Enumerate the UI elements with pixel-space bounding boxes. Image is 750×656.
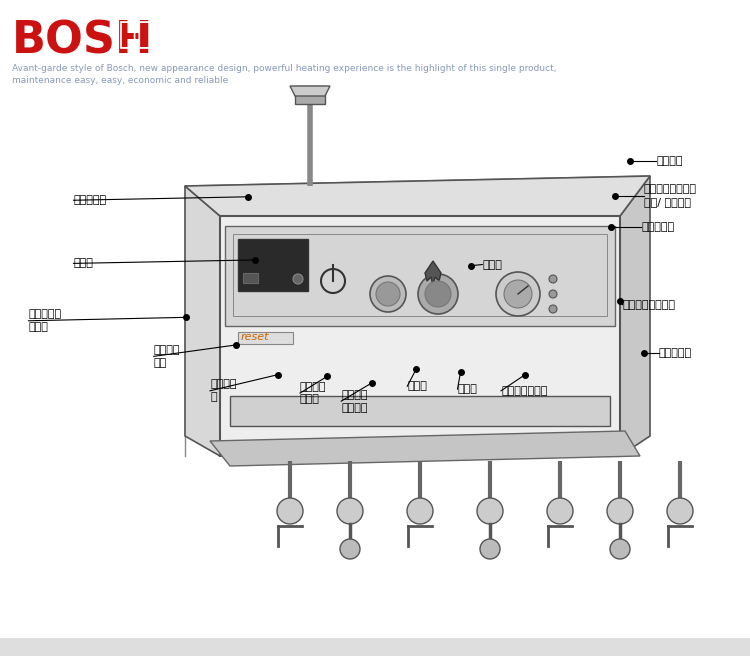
Text: 燃烧指示灯: 燃烧指示灯 xyxy=(641,222,674,232)
Circle shape xyxy=(340,539,360,559)
Text: 电源开关: 电源开关 xyxy=(656,156,682,166)
Text: 复位键: 复位键 xyxy=(74,258,93,268)
Circle shape xyxy=(549,290,557,298)
Polygon shape xyxy=(290,86,330,96)
Circle shape xyxy=(477,498,503,524)
Circle shape xyxy=(610,539,630,559)
Text: 自动排气阀: 自动排气阀 xyxy=(74,195,106,205)
Circle shape xyxy=(607,498,633,524)
Circle shape xyxy=(504,280,532,308)
Text: 采暖出水
开关阀: 采暖出水 开关阀 xyxy=(300,382,326,405)
Text: 采暖温度调
节旋钮: 采暖温度调 节旋钮 xyxy=(28,310,62,332)
Bar xyxy=(238,239,308,291)
Circle shape xyxy=(370,276,406,312)
Circle shape xyxy=(549,275,557,283)
Text: 运行指示灯: 运行指示灯 xyxy=(658,348,692,358)
Text: Avant-garde style of Bosch, new appearance design, powerful heating experience i: Avant-garde style of Bosch, new appearan… xyxy=(12,64,556,85)
Circle shape xyxy=(549,305,557,313)
Circle shape xyxy=(337,498,363,524)
Polygon shape xyxy=(620,176,650,456)
Text: 燃气阀: 燃气阀 xyxy=(407,381,428,391)
Text: 冷水阀: 冷水阀 xyxy=(458,384,477,394)
Polygon shape xyxy=(425,261,441,286)
Circle shape xyxy=(480,539,500,559)
Circle shape xyxy=(547,498,573,524)
Text: 生活热水
出水连接: 生活热水 出水连接 xyxy=(341,390,368,413)
Polygon shape xyxy=(185,186,220,456)
Bar xyxy=(243,273,258,283)
Text: 充注阀手
柄: 充注阀手 柄 xyxy=(210,379,236,402)
Circle shape xyxy=(496,272,540,316)
Text: 欧洲精英燃气采暖热水炉结构示意图: 欧洲精英燃气采暖热水炉结构示意图 xyxy=(108,20,411,49)
Text: 采暖回水开关阀: 采暖回水开关阀 xyxy=(501,386,548,396)
Bar xyxy=(295,86,325,104)
Bar xyxy=(225,226,615,326)
Circle shape xyxy=(418,274,458,314)
Text: 设备型号
标签: 设备型号 标签 xyxy=(154,345,180,368)
Bar xyxy=(233,234,607,316)
Text: 热水温度调节旋钮: 热水温度调节旋钮 xyxy=(622,300,676,310)
Bar xyxy=(0,638,750,656)
Bar xyxy=(220,216,620,456)
Circle shape xyxy=(277,498,303,524)
Text: 压力表: 压力表 xyxy=(482,260,502,270)
Bar xyxy=(238,332,293,344)
Circle shape xyxy=(293,274,303,284)
Text: reset: reset xyxy=(241,332,269,342)
Polygon shape xyxy=(185,176,650,216)
Text: 温度显示（采暖出
水）/ 故障显示: 温度显示（采暖出 水）/ 故障显示 xyxy=(644,184,697,207)
Text: BOSH: BOSH xyxy=(12,20,153,63)
Circle shape xyxy=(376,282,400,306)
Circle shape xyxy=(407,498,433,524)
Polygon shape xyxy=(210,431,640,466)
Circle shape xyxy=(667,498,693,524)
Circle shape xyxy=(425,281,451,307)
Bar xyxy=(230,396,610,426)
